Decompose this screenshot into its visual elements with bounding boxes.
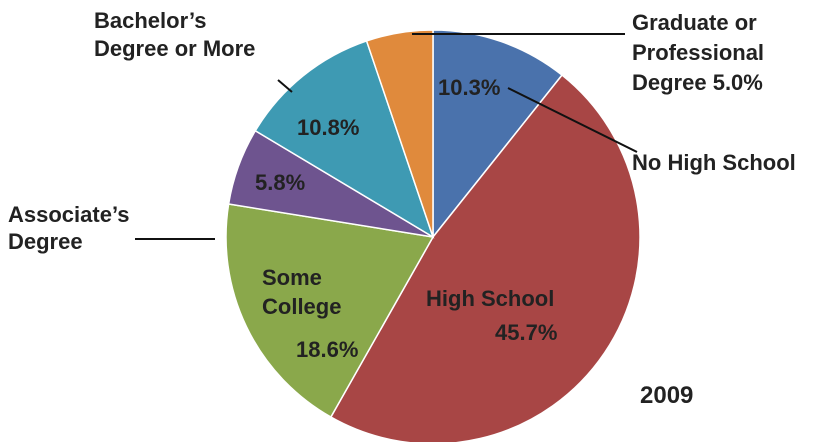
- slice-graduate-or-professional-degree: [365, 29, 434, 238]
- pie-labels: 10.3% 45.7% 18.6% 5.8% 10.8% High School Some C…: [8, 8, 796, 362]
- leader-lines: [135, 33, 638, 240]
- value-label-no-high-school-line: 10.3%: [438, 75, 500, 100]
- category-label-high-school: High School: [426, 286, 554, 311]
- value-label-some-college-line: 18.6%: [296, 337, 358, 362]
- slice-some-college: [225, 203, 435, 419]
- value-label-bachelors: 10.8%: [297, 115, 359, 140]
- category-label-associates-line: Degree: [8, 229, 83, 254]
- leader-no-high-school: [507, 87, 638, 153]
- category-label-associates: Associate’s Degree: [8, 202, 129, 254]
- leader-bachelors: [277, 79, 293, 93]
- category-label-bachelors-line: Degree or More: [94, 36, 255, 61]
- value-label-no-high-school: 10.3%: [438, 75, 500, 100]
- category-label-some-college-line: Some: [262, 265, 322, 290]
- category-label-graduate-line: Degree 5.0%: [632, 70, 763, 95]
- category-label-some-college: Some College: [262, 265, 341, 319]
- value-label-associates: 5.8%: [255, 170, 305, 195]
- category-label-bachelors: Bachelor’s Degree or More: [94, 8, 255, 61]
- value-label-associates-line: 5.8%: [255, 170, 305, 195]
- category-label-bachelors-line: Bachelor’s: [94, 8, 207, 33]
- year-label: 2009: [640, 382, 693, 409]
- slice-bachelor-s-degree-or-more: [254, 39, 435, 239]
- category-label-graduate: Graduate or Professional Degree 5.0%: [632, 10, 764, 95]
- category-label-high-school-line: High School: [426, 286, 554, 311]
- value-label-some-college: 18.6%: [296, 337, 358, 362]
- category-label-associates-line: Associate’s: [8, 202, 129, 227]
- slice-no-high-school: [432, 29, 564, 240]
- category-label-graduate-line: Graduate or: [632, 10, 757, 35]
- value-label-bachelors-line: 10.8%: [297, 115, 359, 140]
- category-label-some-college-line: College: [262, 294, 341, 319]
- category-label-no-high-school-line: No High School: [632, 150, 796, 175]
- category-label-no-high-school: No High School: [632, 150, 796, 175]
- category-label-graduate-line: Professional: [632, 40, 764, 65]
- value-label-high-school: 45.7%: [495, 320, 557, 345]
- pie-slices: [225, 29, 641, 442]
- value-label-high-school-line: 45.7%: [495, 320, 557, 345]
